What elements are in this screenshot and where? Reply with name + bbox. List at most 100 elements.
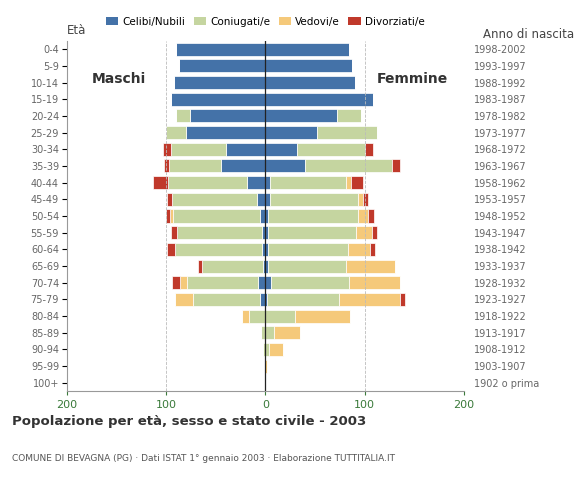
Bar — [172, 193, 258, 206]
Bar — [180, 276, 187, 289]
Bar — [186, 126, 266, 139]
Bar — [170, 209, 173, 223]
Bar — [202, 260, 263, 273]
Bar — [176, 43, 266, 56]
Bar — [295, 310, 350, 323]
Bar — [266, 176, 270, 189]
Bar — [163, 143, 171, 156]
Bar — [172, 276, 180, 289]
Bar — [226, 143, 266, 156]
Bar — [271, 276, 349, 289]
Bar — [266, 126, 317, 139]
Text: Anno di nascita: Anno di nascita — [483, 28, 574, 41]
Bar — [266, 76, 355, 89]
Bar — [263, 260, 266, 273]
Bar — [174, 76, 266, 89]
Bar — [171, 226, 177, 239]
Bar — [187, 276, 259, 289]
Bar — [248, 176, 266, 189]
Bar — [266, 310, 295, 323]
Bar — [305, 159, 393, 172]
Bar — [372, 226, 376, 239]
Bar — [176, 109, 190, 122]
Bar — [167, 243, 175, 256]
Bar — [175, 293, 193, 306]
Bar — [266, 260, 269, 273]
Bar — [171, 93, 266, 106]
Bar — [260, 209, 266, 223]
Bar — [153, 176, 168, 189]
Bar — [267, 293, 339, 306]
Bar — [346, 176, 351, 189]
Bar — [266, 276, 271, 289]
Text: Popolazione per età, sesso e stato civile - 2003: Popolazione per età, sesso e stato civil… — [12, 415, 366, 428]
Bar — [269, 343, 283, 356]
Bar — [349, 276, 400, 289]
Bar — [269, 226, 356, 239]
Bar — [266, 93, 372, 106]
Text: Maschi: Maschi — [92, 72, 146, 86]
Bar — [263, 343, 266, 356]
Bar — [175, 243, 262, 256]
Bar — [262, 326, 266, 339]
Bar — [269, 243, 348, 256]
Bar — [270, 193, 358, 206]
Bar — [346, 260, 396, 273]
Bar — [258, 193, 266, 206]
Bar — [365, 143, 372, 156]
Bar — [198, 260, 202, 273]
Bar — [266, 243, 269, 256]
Bar — [351, 176, 362, 189]
Bar — [274, 326, 300, 339]
Bar — [164, 159, 169, 172]
Bar — [266, 293, 267, 306]
Bar — [266, 226, 269, 239]
Bar — [260, 293, 266, 306]
Bar — [297, 143, 365, 156]
Bar — [269, 209, 358, 223]
Bar — [262, 226, 266, 239]
Bar — [269, 260, 346, 273]
Bar — [173, 209, 260, 223]
Bar — [266, 193, 270, 206]
Bar — [266, 360, 267, 372]
Bar — [266, 326, 274, 339]
Bar — [177, 226, 262, 239]
Bar — [270, 176, 346, 189]
Bar — [362, 193, 368, 206]
Bar — [266, 60, 351, 72]
Bar — [356, 226, 372, 239]
Bar — [220, 159, 266, 172]
Bar — [400, 293, 405, 306]
Bar — [259, 276, 266, 289]
Text: COMUNE DI BEVAGNA (PG) · Dati ISTAT 1° gennaio 2003 · Elaborazione TUTTITALIA.IT: COMUNE DI BEVAGNA (PG) · Dati ISTAT 1° g… — [12, 454, 394, 463]
Bar — [358, 209, 368, 223]
Bar — [193, 293, 260, 306]
Text: Femmine: Femmine — [376, 72, 448, 86]
Bar — [368, 209, 374, 223]
Bar — [266, 43, 349, 56]
Bar — [337, 109, 361, 122]
Bar — [348, 243, 369, 256]
Bar — [369, 243, 375, 256]
Bar — [179, 60, 266, 72]
Bar — [339, 293, 400, 306]
Bar — [262, 243, 266, 256]
Legend: Celibi/Nubili, Coniugati/e, Vedovi/e, Divorziati/e: Celibi/Nubili, Coniugati/e, Vedovi/e, Di… — [102, 13, 429, 31]
Bar — [358, 193, 362, 206]
Bar — [166, 126, 186, 139]
Bar — [167, 193, 172, 206]
Bar — [317, 126, 376, 139]
Bar — [171, 143, 226, 156]
Bar — [266, 159, 305, 172]
Bar — [169, 159, 220, 172]
Bar — [249, 310, 266, 323]
Bar — [266, 343, 269, 356]
Bar — [393, 159, 400, 172]
Text: Età: Età — [67, 24, 86, 37]
Bar — [241, 310, 249, 323]
Bar — [266, 109, 337, 122]
Bar — [190, 109, 266, 122]
Bar — [166, 209, 170, 223]
Bar — [266, 209, 269, 223]
